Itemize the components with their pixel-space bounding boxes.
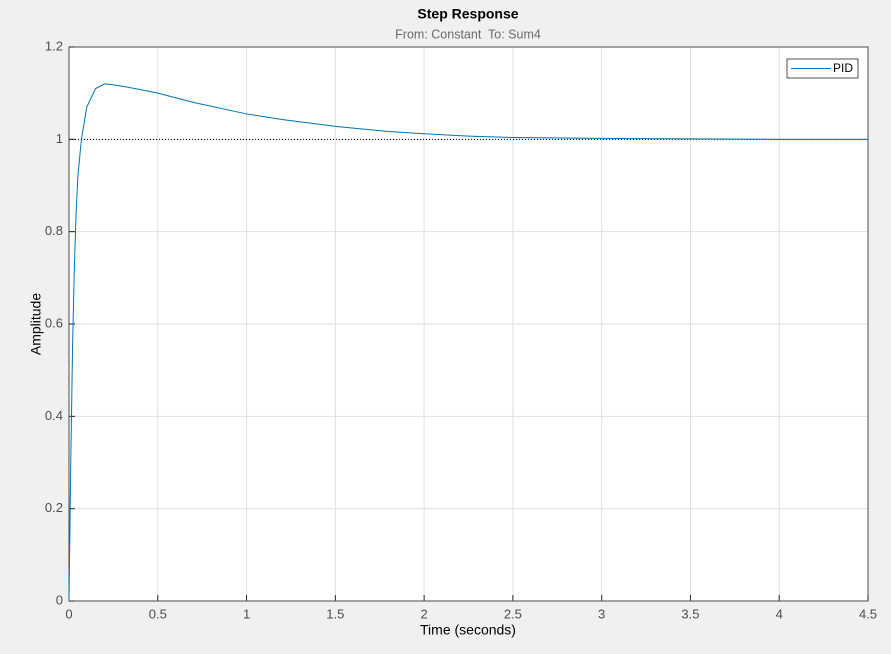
- x-tick-label: 4.5: [859, 606, 877, 621]
- chart-subtitle: From: Constant To: Sum4: [395, 27, 541, 41]
- x-tick-label: 1: [243, 606, 250, 621]
- x-tick-label: 4: [776, 606, 783, 621]
- y-tick-label: 1.2: [45, 38, 63, 53]
- y-axis-label: Amplitude: [28, 293, 44, 355]
- y-tick-label: 0.8: [45, 223, 63, 238]
- legend-label: PID: [833, 61, 853, 75]
- line: [68, 83, 868, 602]
- x-tick-label: 3: [598, 606, 605, 621]
- x-tick-label: 2.5: [504, 606, 522, 621]
- x-axis-label: Time (seconds): [420, 622, 516, 638]
- x-tick-label: 3.5: [681, 606, 699, 621]
- y-tick-label: 0.4: [45, 408, 63, 423]
- y-tick-label: 0: [56, 592, 63, 607]
- x-tick-label: 0: [65, 606, 72, 621]
- axes-box: [68, 46, 869, 602]
- chart-title: Step Response: [417, 6, 518, 22]
- y-tick-label: 1: [56, 131, 63, 146]
- y-tick-label: 0.2: [45, 500, 63, 515]
- x-tick-label: 0.5: [149, 606, 167, 621]
- x-tick-label: 2: [420, 606, 427, 621]
- y-tick-label: 0.6: [45, 315, 63, 330]
- x-tick-label: 1.5: [326, 606, 344, 621]
